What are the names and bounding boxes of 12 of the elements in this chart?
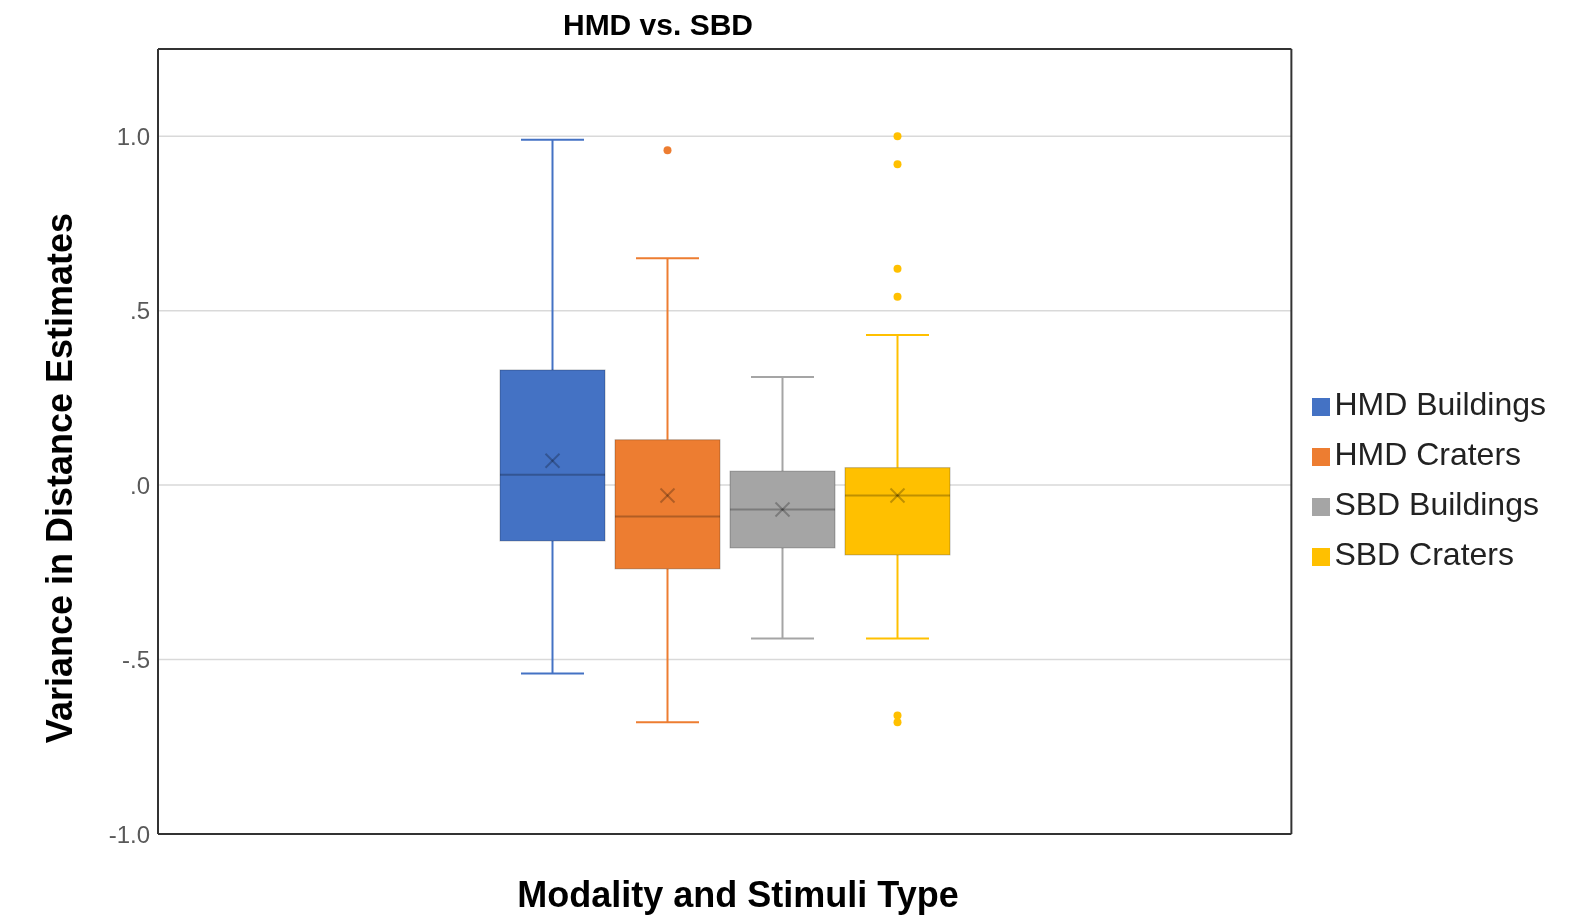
- y-tick-label: -.5: [121, 646, 150, 674]
- legend-label: SBD Craters: [1334, 536, 1514, 572]
- y-tick-label: .0: [129, 471, 150, 499]
- chart-title: HMD vs. SBD: [561, 8, 754, 43]
- y-tick-label: .5: [129, 297, 150, 325]
- y-axis-title: Variance in Distance Estimates: [39, 212, 81, 744]
- legend-label: SBD Buildings: [1334, 486, 1539, 522]
- x-axis-title: Modality and Stimuli Type: [516, 874, 960, 916]
- legend-label: HMD Buildings: [1334, 386, 1546, 422]
- y-tick-label: -1.0: [108, 820, 150, 848]
- legend-label: HMD Craters: [1334, 436, 1522, 472]
- y-tick-label: 1.0: [116, 122, 150, 150]
